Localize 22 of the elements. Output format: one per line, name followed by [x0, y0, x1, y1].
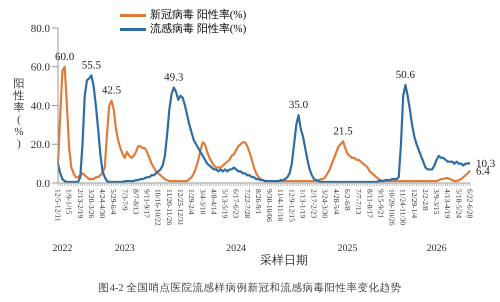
text: 2026 [426, 243, 448, 254]
y-tick-label: 40.0 [30, 100, 50, 112]
x-axis-title: 采样日期 [259, 252, 309, 269]
text: 2023 [114, 243, 136, 254]
data-label: 49.3 [164, 71, 184, 84]
text: 2022 [51, 243, 74, 254]
data-label: 42.5 [102, 84, 122, 97]
data-label: 60.0 [55, 50, 75, 63]
data-label: 55.5 [82, 59, 102, 72]
data-label: 50.6 [396, 68, 416, 81]
text: 2024 [225, 243, 248, 254]
data-label: 35.0 [288, 99, 309, 112]
y-tick-label: 20.0 [30, 139, 50, 152]
legend-label: 新冠病毒 阳性率(%) [150, 8, 246, 22]
text: 2025 [336, 243, 358, 254]
data-label: 21.5 [333, 125, 354, 138]
y-axis-title: 阳性率(%) [12, 78, 26, 150]
text: 图4-2 全国哨点医院流感样病例新冠和流感病毒阳性率变化趋势 [98, 281, 402, 295]
y-tick-label: 0.0 [36, 178, 50, 190]
y-tick-label: 60.0 [30, 62, 50, 74]
legend-label: 流感病毒 阳性率(%) [150, 22, 246, 36]
y-tick-label: 80.0 [30, 22, 50, 35]
